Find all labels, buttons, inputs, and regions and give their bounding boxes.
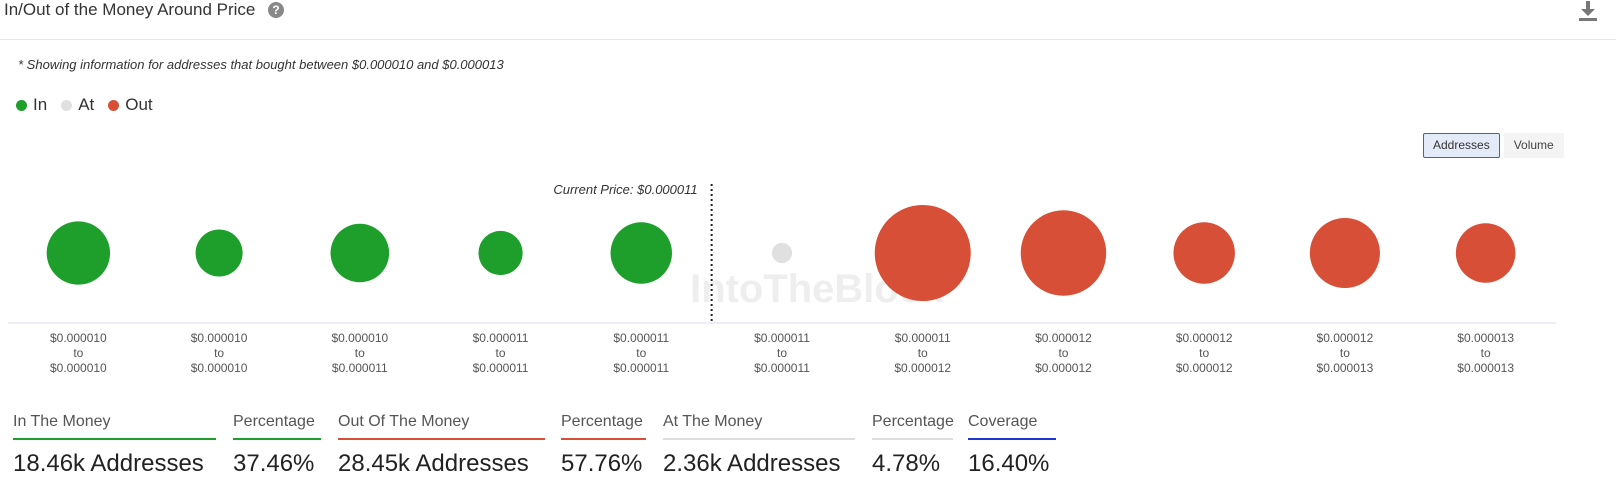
stat-underline: [13, 438, 216, 440]
help-icon[interactable]: ?: [268, 2, 284, 18]
bubble-in[interactable]: [195, 229, 243, 277]
stat-out-percentage: Percentage 57.76%: [561, 410, 646, 478]
bubble-in[interactable]: [610, 222, 672, 284]
stat-label: Coverage: [968, 413, 1038, 430]
stat-label: Out Of The Money: [338, 413, 470, 430]
stat-in-the-money: In The Money 18.46k Addresses: [13, 410, 216, 478]
bucket-label: $0.000011: [895, 331, 951, 345]
bucket-label: $0.000011: [613, 331, 669, 345]
bucket-label: $0.000012: [1176, 361, 1233, 375]
stat-label: Percentage: [872, 413, 954, 430]
bucket-label: $0.000013: [1317, 361, 1374, 375]
bucket-label: to: [1481, 346, 1491, 360]
bucket-label: $0.000011: [473, 361, 529, 375]
bucket-label: to: [918, 346, 928, 360]
bubble-out[interactable]: [874, 205, 971, 301]
legend-label-in: In: [33, 95, 48, 114]
stat-label: At The Money: [663, 413, 763, 430]
bucket-label: $0.000011: [332, 361, 388, 375]
bucket-label: $0.000011: [613, 361, 669, 375]
bucket-label: to: [777, 346, 787, 360]
bucket-label: $0.000010: [50, 331, 107, 345]
bucket-label: $0.000012: [1035, 331, 1092, 345]
stat-value: 18.46k Addresses: [13, 450, 204, 477]
stat-value: 57.76%: [561, 450, 643, 477]
stat-label: Percentage: [561, 413, 643, 430]
legend-item-in[interactable]: In: [16, 95, 47, 115]
bucket-label: $0.000012: [1035, 361, 1092, 375]
stat-in-percentage: Percentage 37.46%: [233, 410, 321, 478]
metric-toggle: Addresses Volume: [1423, 133, 1564, 158]
stat-out-of-the-money: Out Of The Money 28.45k Addresses: [338, 410, 545, 478]
legend-item-at[interactable]: At: [61, 95, 94, 115]
bucket-label: to: [214, 346, 224, 360]
bucket-label: $0.000012: [1317, 331, 1374, 345]
stat-at-the-money: At The Money 2.36k Addresses: [663, 410, 855, 478]
chart-title: In/Out of the Money Around Price: [4, 0, 256, 19]
legend-dot-at: [61, 99, 73, 111]
bucket-label: $0.000010: [331, 331, 388, 345]
bucket-label: $0.000013: [1457, 361, 1514, 375]
stat-value: 2.36k Addresses: [663, 450, 841, 477]
stat-coverage: Coverage 16.40%: [968, 410, 1056, 478]
summary-stats: In The Money 18.46k Addresses Percentage 37…: [0, 410, 1616, 490]
stat-value: 4.78%: [872, 450, 941, 477]
bubble-out[interactable]: [1173, 222, 1235, 284]
bucket-label: $0.000010: [191, 331, 248, 345]
legend-label-at: At: [78, 95, 95, 114]
stat-label: Percentage: [233, 413, 315, 430]
legend-dot-out: [108, 99, 120, 111]
bucket-label: $0.000011: [754, 361, 810, 375]
bucket-label: $0.000010: [191, 361, 248, 375]
volume-toggle-button[interactable]: Volume: [1503, 133, 1564, 158]
stat-underline: [872, 438, 953, 440]
bucket-label: to: [496, 346, 506, 360]
stat-at-percentage: Percentage 4.78%: [872, 410, 954, 478]
legend: In At Out: [16, 95, 153, 115]
bucket-label: $0.000012: [894, 361, 951, 375]
bucket-label: $0.000012: [1176, 331, 1233, 345]
legend-item-out[interactable]: Out: [108, 95, 153, 115]
stat-value: 16.40%: [968, 450, 1050, 477]
bubble-out[interactable]: [1309, 217, 1380, 289]
bubble-in[interactable]: [478, 230, 523, 276]
bubble-in[interactable]: [330, 223, 390, 283]
bucket-label: $0.000011: [754, 331, 810, 345]
download-icon[interactable]: [1578, 0, 1598, 22]
bubble-at[interactable]: [771, 242, 793, 264]
stat-underline: [968, 438, 1056, 440]
bubble-in[interactable]: [46, 221, 111, 285]
chart-header: In/Out of the Money Around Price ?: [0, 0, 1616, 40]
bucket-label: to: [1058, 346, 1068, 360]
legend-dot-in: [16, 99, 27, 111]
stat-underline: [338, 438, 545, 440]
addresses-toggle-button[interactable]: Addresses: [1423, 133, 1500, 158]
stat-value: 37.46%: [233, 450, 315, 477]
bucket-label: to: [355, 346, 365, 360]
bucket-label: to: [636, 346, 646, 360]
bucket-label: to: [73, 346, 83, 360]
bucket-label: to: [1340, 346, 1350, 360]
stat-underline: [663, 438, 855, 440]
legend-label-out: Out: [125, 95, 153, 114]
bubble-out[interactable]: [1020, 210, 1107, 296]
bucket-label: $0.000010: [50, 361, 107, 375]
bucket-label: to: [1199, 346, 1209, 360]
current-price-label: Current Price: $0.000011: [553, 182, 697, 197]
bucket-label: $0.000011: [473, 331, 529, 345]
stat-underline: [561, 438, 646, 440]
stat-underline: [233, 438, 321, 440]
bubble-out[interactable]: [1455, 223, 1516, 283]
stat-value: 28.45k Addresses: [338, 450, 529, 477]
bucket-label: $0.000013: [1457, 331, 1514, 345]
range-note: * Showing information for addresses that…: [18, 57, 504, 72]
stat-label: In The Money: [13, 413, 111, 430]
